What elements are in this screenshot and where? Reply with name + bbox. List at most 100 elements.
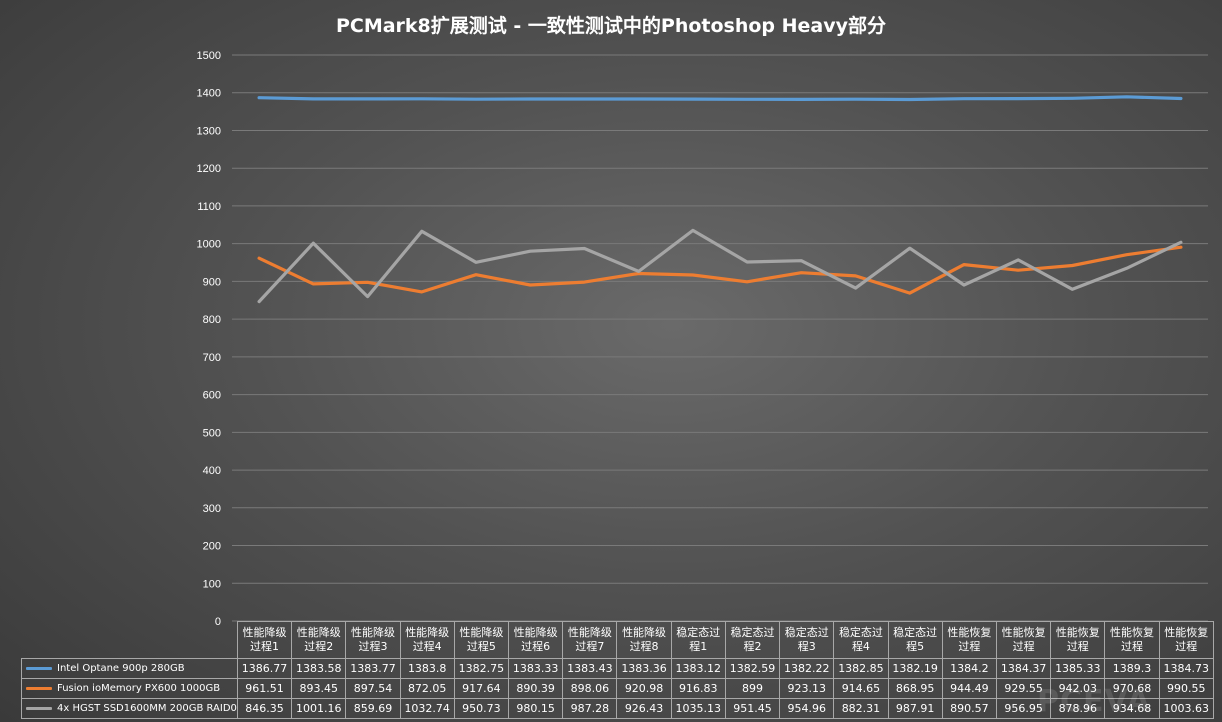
table-header-row: 性能降级过程1 性能降级过程2 性能降级过程3 性能降级过程4 性能降级过程5 性能降级过…	[21, 621, 1214, 659]
data-value-cell: 1032.74	[399, 698, 455, 719]
data-value-cell: 1382.59	[724, 658, 781, 679]
data-value-cell: 1383.12	[670, 658, 726, 679]
data-value-cell: 898.06	[562, 678, 618, 699]
data-value-cell: 990.55	[1158, 678, 1214, 699]
category-label: 性能降级过程1	[236, 621, 293, 659]
data-value-cell: 1389.3	[1104, 658, 1160, 679]
y-tick-label: 500	[203, 427, 221, 439]
category-label: 稳定态过程1	[670, 621, 726, 659]
category-label: 性能降级过程5	[453, 621, 510, 659]
data-value-cell: 1384.73	[1158, 658, 1214, 679]
category-label: 性能降级过程2	[291, 621, 347, 659]
data-value-cell: 961.51	[236, 678, 293, 699]
category-label: 性能恢复过程	[1104, 621, 1160, 659]
data-value-cell: 920.98	[616, 678, 672, 699]
data-value-cell: 942.03	[1050, 678, 1106, 699]
data-value-cell: 1383.58	[291, 658, 347, 679]
category-label: 性能降级过程4	[399, 621, 455, 659]
data-value-cell: 878.96	[1050, 698, 1106, 719]
series-line-3	[257, 228, 1183, 304]
y-tick-label: 1100	[197, 201, 221, 213]
data-value-cell: 890.57	[941, 698, 997, 719]
data-value-cell: 923.13	[779, 678, 835, 699]
y-tick-label: 400	[203, 465, 221, 477]
data-value-cell: 1384.2	[941, 658, 997, 679]
data-value-cell: 950.73	[453, 698, 510, 719]
y-tick-label: 1000	[197, 239, 221, 251]
legend-entry: Fusion ioMemory PX600 1000GB	[21, 678, 238, 699]
data-value-cell: 859.69	[345, 698, 401, 719]
y-tick-label: 200	[203, 541, 221, 553]
data-value-cell: 956.95	[995, 698, 1052, 719]
data-value-cell: 944.49	[941, 678, 997, 699]
y-tick-label: 1400	[197, 88, 221, 100]
data-value-cell: 1383.33	[508, 658, 564, 679]
legend-entry: 4x HGST SSD1600MM 200GB RAID0	[21, 698, 238, 719]
series-line-2	[257, 245, 1183, 295]
data-value-cell: 1384.37	[995, 658, 1052, 679]
data-value-cell: 1382.22	[779, 658, 835, 679]
data-table: 性能降级过程1 性能降级过程2 性能降级过程3 性能降级过程4 性能降级过程5 性能降级过…	[21, 621, 1214, 719]
data-value-cell: 1383.8	[399, 658, 455, 679]
category-label: 性能恢复过程	[1158, 621, 1214, 659]
data-value-cell: 1001.16	[291, 698, 347, 719]
data-value-cell: 1035.13	[670, 698, 726, 719]
table-row: 4x HGST SSD1600MM 200GB RAID0 846.35 1001.…	[21, 698, 1214, 719]
data-value-cell: 882.31	[833, 698, 889, 719]
legend-key-icon	[26, 706, 52, 710]
y-tick-label: 1200	[197, 163, 221, 175]
data-value-cell: 954.96	[779, 698, 835, 719]
data-value-cell: 914.65	[833, 678, 889, 699]
data-value-cell: 1382.85	[833, 658, 889, 679]
legend-key-icon	[26, 686, 52, 690]
data-value-cell: 899	[724, 678, 781, 699]
data-value-cell: 980.15	[508, 698, 564, 719]
y-tick-label: 1500	[197, 50, 221, 62]
y-tick-label: 300	[203, 503, 221, 515]
data-value-cell: 916.83	[670, 678, 726, 699]
data-value-cell: 929.55	[995, 678, 1052, 699]
data-value-cell: 1382.75	[453, 658, 510, 679]
chart-title: PCMark8扩展测试 - 一致性测试中的Photoshop Heavy部分	[335, 15, 887, 37]
category-label: 稳定态过程5	[887, 621, 943, 659]
y-tick-label: 700	[203, 352, 221, 364]
category-label: 性能降级过程7	[562, 621, 618, 659]
data-value-cell: 1385.33	[1050, 658, 1106, 679]
data-value-cell: 917.64	[453, 678, 510, 699]
data-value-cell: 951.45	[724, 698, 781, 719]
table-row: Intel Optane 900p 280GB 1386.77 1383.58 138…	[21, 658, 1214, 679]
legend-key-icon	[26, 666, 52, 670]
data-value-cell: 1383.36	[616, 658, 672, 679]
series-line-1	[257, 95, 1183, 102]
data-value-cell: 872.05	[399, 678, 455, 699]
data-value-cell: 987.91	[887, 698, 943, 719]
data-value-cell: 1386.77	[236, 658, 293, 679]
data-value-cell: 890.39	[508, 678, 564, 699]
series-name: Fusion ioMemory PX600 1000GB	[57, 683, 221, 694]
y-tick-label: 800	[203, 314, 221, 326]
category-label: 性能恢复过程	[941, 621, 997, 659]
data-value-cell: 934.68	[1104, 698, 1160, 719]
data-value-cell: 970.68	[1104, 678, 1160, 699]
table-row: Fusion ioMemory PX600 1000GB 961.51 893.45…	[21, 678, 1214, 699]
legend-entry: Intel Optane 900p 280GB	[21, 658, 238, 679]
data-value-cell: 1383.43	[562, 658, 618, 679]
y-tick-label: 900	[203, 276, 221, 288]
category-label: 性能恢复过程	[995, 621, 1052, 659]
y-tick-label: 100	[203, 578, 221, 590]
table-corner-cell	[21, 621, 238, 659]
data-value-cell: 846.35	[236, 698, 293, 719]
category-label: 性能恢复过程	[1050, 621, 1106, 659]
table-body: Intel Optane 900p 280GB 1386.77 1383.58 138…	[21, 658, 1214, 719]
data-value-cell: 1382.19	[887, 658, 943, 679]
category-label: 性能降级过程3	[345, 621, 401, 659]
data-value-cell: 893.45	[291, 678, 347, 699]
data-value-cell: 868.95	[887, 678, 943, 699]
data-value-cell: 926.43	[616, 698, 672, 719]
y-tick-label: 600	[203, 390, 221, 402]
category-label: 性能降级过程8	[616, 621, 672, 659]
category-label: 性能降级过程6	[508, 621, 564, 659]
category-label: 稳定态过程4	[833, 621, 889, 659]
data-value-cell: 897.54	[345, 678, 401, 699]
